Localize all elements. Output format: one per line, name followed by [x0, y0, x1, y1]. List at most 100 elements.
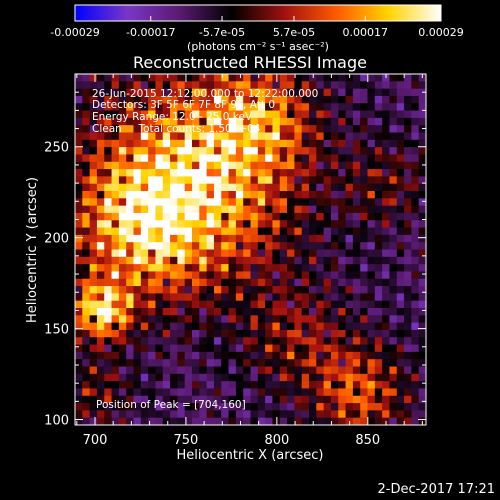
heatmap-pixel — [155, 322, 164, 331]
heatmap-pixel — [199, 286, 208, 294]
heatmap-pixel — [213, 198, 222, 207]
heatmap-pixel — [221, 329, 229, 338]
heatmap-pixel — [330, 308, 339, 316]
heatmap-pixel — [257, 417, 266, 426]
heatmap-pixel — [294, 308, 303, 316]
heatmap-pixel — [279, 154, 288, 163]
heatmap-pixel — [140, 300, 149, 309]
heatmap-pixel — [243, 139, 251, 148]
heatmap-pixel — [360, 264, 368, 272]
heatmap-pixel — [184, 366, 193, 375]
heatmap-pixel — [140, 242, 149, 250]
heatmap-pixel — [411, 169, 420, 177]
heatmap-pixel — [265, 242, 273, 250]
heatmap-pixel — [411, 264, 420, 272]
heatmap-pixel — [330, 403, 339, 411]
heatmap-pixel — [367, 256, 376, 265]
heatmap-pixel — [192, 395, 200, 404]
heatmap-pixel — [170, 286, 178, 294]
heatmap-pixel — [411, 337, 420, 345]
heatmap-pixel — [104, 212, 112, 221]
heatmap-pixel — [389, 227, 398, 236]
heatmap-pixel — [279, 212, 288, 221]
heatmap-pixel — [155, 74, 164, 82]
heatmap-pixel — [148, 351, 156, 360]
heatmap-pixel — [235, 264, 244, 272]
heatmap-pixel — [184, 220, 193, 228]
heatmap-pixel — [338, 417, 346, 426]
heatmap-pixel — [279, 132, 288, 141]
heatmap-pixel — [360, 344, 368, 353]
heatmap-pixel — [411, 242, 420, 250]
heatmap-pixel — [184, 388, 193, 397]
heatmap-pixel — [184, 293, 193, 302]
heatmap-pixel — [257, 227, 266, 236]
heatmap-pixel — [170, 308, 178, 316]
heatmap-pixel — [235, 169, 244, 177]
heatmap-pixel — [352, 95, 361, 104]
heatmap-pixel — [162, 329, 171, 338]
heatmap-pixel — [279, 125, 288, 133]
heatmap-pixel — [89, 169, 98, 177]
heatmap-pixel — [411, 315, 420, 324]
heatmap-pixel — [133, 308, 142, 316]
heatmap-pixel — [148, 205, 156, 214]
heatmap-pixel — [345, 103, 354, 111]
heatmap-pixel — [140, 286, 149, 294]
heatmap-pixel — [192, 344, 200, 353]
heatmap-pixel — [89, 315, 98, 324]
heatmap-pixel — [206, 381, 215, 389]
heatmap-pixel — [148, 132, 156, 141]
heatmap-pixel — [199, 103, 208, 111]
heatmap-pixel — [140, 205, 149, 214]
heatmap-pixel — [148, 388, 156, 397]
heatmap-pixel — [345, 359, 354, 367]
heatmap-pixel — [96, 366, 105, 375]
heatmap-pixel — [396, 381, 405, 389]
heatmap-pixel — [265, 132, 273, 141]
heatmap-pixel — [411, 212, 420, 221]
heatmap-pixel — [111, 293, 120, 302]
heatmap-pixel — [162, 264, 171, 272]
heatmap-pixel — [265, 329, 273, 338]
heatmap-pixel — [243, 366, 251, 375]
heatmap-pixel — [104, 410, 112, 419]
heatmap-pixel — [301, 337, 310, 345]
heatmap-pixel — [250, 271, 259, 280]
heatmap-pixel — [235, 337, 244, 345]
heatmap-pixel — [96, 183, 105, 192]
heatmap-pixel — [257, 308, 266, 316]
heatmap-pixel — [96, 286, 105, 294]
heatmap-pixel — [133, 161, 142, 170]
heatmap-pixel — [265, 169, 273, 177]
heatmap-pixel — [367, 381, 376, 389]
heatmap-pixel — [272, 154, 281, 163]
heatmap-pixel — [155, 293, 164, 302]
heatmap-pixel — [192, 322, 200, 331]
heatmap-pixel — [148, 344, 156, 353]
heatmap-pixel — [192, 366, 200, 375]
heatmap-pixel — [323, 395, 332, 404]
heatmap-pixel — [243, 220, 251, 228]
heatmap-pixel — [221, 395, 229, 404]
heatmap-pixel — [279, 234, 288, 243]
heatmap-pixel — [184, 308, 193, 316]
heatmap-pixel — [301, 117, 310, 126]
heatmap-pixel — [411, 132, 420, 141]
heatmap-pixel — [345, 154, 354, 163]
heatmap-pixel — [89, 95, 98, 104]
heatmap-pixel — [104, 220, 112, 228]
heatmap-pixel — [338, 74, 346, 82]
heatmap-pixel — [177, 161, 186, 170]
heatmap-pixel — [250, 103, 259, 111]
heatmap-pixel — [199, 271, 208, 280]
heatmap-pixel — [75, 278, 83, 287]
heatmap-pixel — [360, 293, 368, 302]
heatmap-pixel — [279, 139, 288, 148]
heatmap-pixel — [133, 176, 142, 185]
heatmap-pixel — [250, 81, 259, 90]
heatmap-pixel — [206, 388, 215, 397]
annotation-clean-counts: Clean Total counts: 1.50E+04 — [92, 123, 261, 135]
heatmap-pixel — [111, 359, 120, 367]
heatmap-pixel — [294, 110, 303, 119]
